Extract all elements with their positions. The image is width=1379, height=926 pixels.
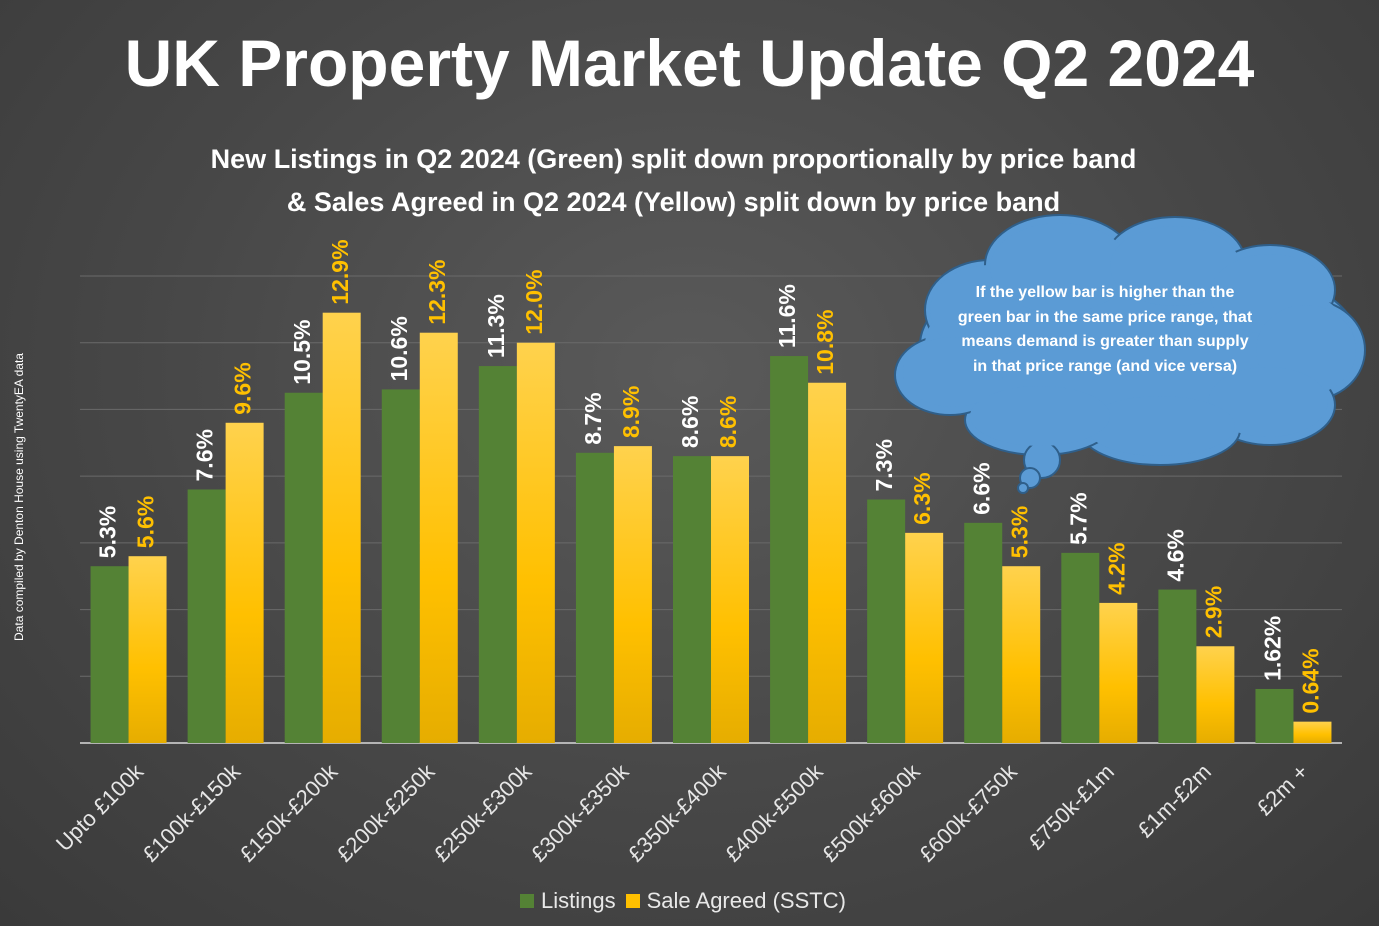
data-label-sale-agreed: 6.3% <box>909 472 935 524</box>
bar-listings <box>1158 589 1197 743</box>
data-label-listings: 8.6% <box>677 396 703 448</box>
callout-text: If the yellow bar is higher than the gre… <box>957 284 1253 375</box>
x-tick-label: £200k-£250k <box>332 758 440 866</box>
legend-swatch-sale-agreed <box>625 894 640 908</box>
bar-sale-agreed <box>128 556 167 743</box>
bar-sale-agreed <box>711 456 749 743</box>
legend-swatch-listings <box>520 894 534 908</box>
data-label-sale-agreed: 12.9% <box>327 239 353 304</box>
data-label-listings: 5.7% <box>1065 492 1091 544</box>
x-tick-label: Upto £100k <box>51 758 149 856</box>
bar-sale-agreed <box>1099 602 1138 743</box>
data-label-listings: 11.3% <box>483 294 509 358</box>
x-tick-label: £1m-£2m <box>1133 759 1216 842</box>
x-tick-label: £500k-£600k <box>817 758 925 866</box>
data-label-sale-agreed: 10.8% <box>812 310 838 375</box>
bar-listings <box>575 452 614 743</box>
bar-sale-agreed <box>419 332 458 743</box>
bar-sale-agreed <box>808 382 847 743</box>
bar-listings <box>867 499 906 743</box>
data-label-listings: 11.6% <box>774 284 800 348</box>
bar-sale-agreed <box>516 342 555 743</box>
bar-listings <box>478 366 517 743</box>
bar-sale-agreed <box>905 532 944 743</box>
bar-listings <box>187 489 226 743</box>
legend-label-listings: Listings <box>541 888 616 913</box>
bar-sale-agreed <box>1196 646 1235 743</box>
data-label-sale-agreed: 5.3% <box>1006 506 1032 558</box>
chart-legend: Listings Sale Agreed (SSTC) <box>520 888 856 914</box>
data-label-sale-agreed: 2.9% <box>1200 586 1226 638</box>
data-label-listings: 8.7% <box>580 392 606 444</box>
data-label-sale-agreed: 8.6% <box>715 396 741 448</box>
callout-cloud <box>894 214 1366 494</box>
bar-listings <box>90 566 129 743</box>
data-label-sale-agreed: 5.6% <box>133 496 159 548</box>
data-label-listings: 10.5% <box>289 320 315 385</box>
x-tick-label: £300k-£350k <box>526 758 634 866</box>
bar-listings <box>381 389 420 743</box>
x-tick-label: £400k-£500k <box>720 758 828 866</box>
x-tick-label: £750k-£1m <box>1023 759 1119 855</box>
chart-title: UK Property Market Update Q2 2024 <box>124 26 1255 100</box>
data-label-listings: 6.6% <box>968 462 994 514</box>
data-label-sale-agreed: 12.0% <box>521 269 547 334</box>
bar-listings <box>673 456 711 743</box>
bar-sale-agreed <box>225 422 264 743</box>
data-label-listings: 7.3% <box>871 439 897 491</box>
x-tick-label: £150k-£200k <box>235 758 343 866</box>
x-tick-label: £350k-£400k <box>623 758 731 866</box>
bar-listings <box>964 522 1003 743</box>
bar-sale-agreed <box>322 312 361 743</box>
data-label-listings: 4.6% <box>1162 529 1188 581</box>
data-label-sale-agreed: 4.2% <box>1103 542 1129 594</box>
bar-listings <box>284 392 323 743</box>
x-tick-label: £600k-£750k <box>914 758 1022 866</box>
bar-listings <box>1061 552 1100 743</box>
data-label-sale-agreed: 0.64% <box>1298 648 1324 713</box>
bar-listings <box>1255 688 1294 743</box>
legend-item-listings: Listings <box>520 888 616 914</box>
data-label-listings: 5.3% <box>95 506 121 558</box>
bar-sale-agreed <box>1293 721 1332 743</box>
chart-subtitle-line2: & Sales Agreed in Q2 2024 (Yellow) split… <box>286 187 1061 217</box>
data-label-sale-agreed: 8.9% <box>618 386 644 438</box>
legend-item-sale-agreed: Sale Agreed (SSTC) <box>625 888 846 914</box>
data-label-listings: 1.62% <box>1260 616 1286 681</box>
bar-listings <box>770 356 809 743</box>
bar-sale-agreed <box>1002 566 1041 743</box>
data-label-sale-agreed: 9.6% <box>230 362 256 414</box>
data-label-listings: 10.6% <box>386 316 412 381</box>
data-label-listings: 7.6% <box>192 429 218 481</box>
x-tick-label: £100k-£150k <box>138 758 246 866</box>
x-tick-label: £2m + <box>1252 759 1313 820</box>
data-label-sale-agreed: 12.3% <box>424 259 450 324</box>
chart-subtitle-line1: New Listings in Q2 2024 (Green) split do… <box>210 144 1137 174</box>
legend-label-sale-agreed: Sale Agreed (SSTC) <box>646 888 846 913</box>
bar-sale-agreed <box>613 446 652 743</box>
x-tick-label: £250k-£300k <box>429 758 537 866</box>
